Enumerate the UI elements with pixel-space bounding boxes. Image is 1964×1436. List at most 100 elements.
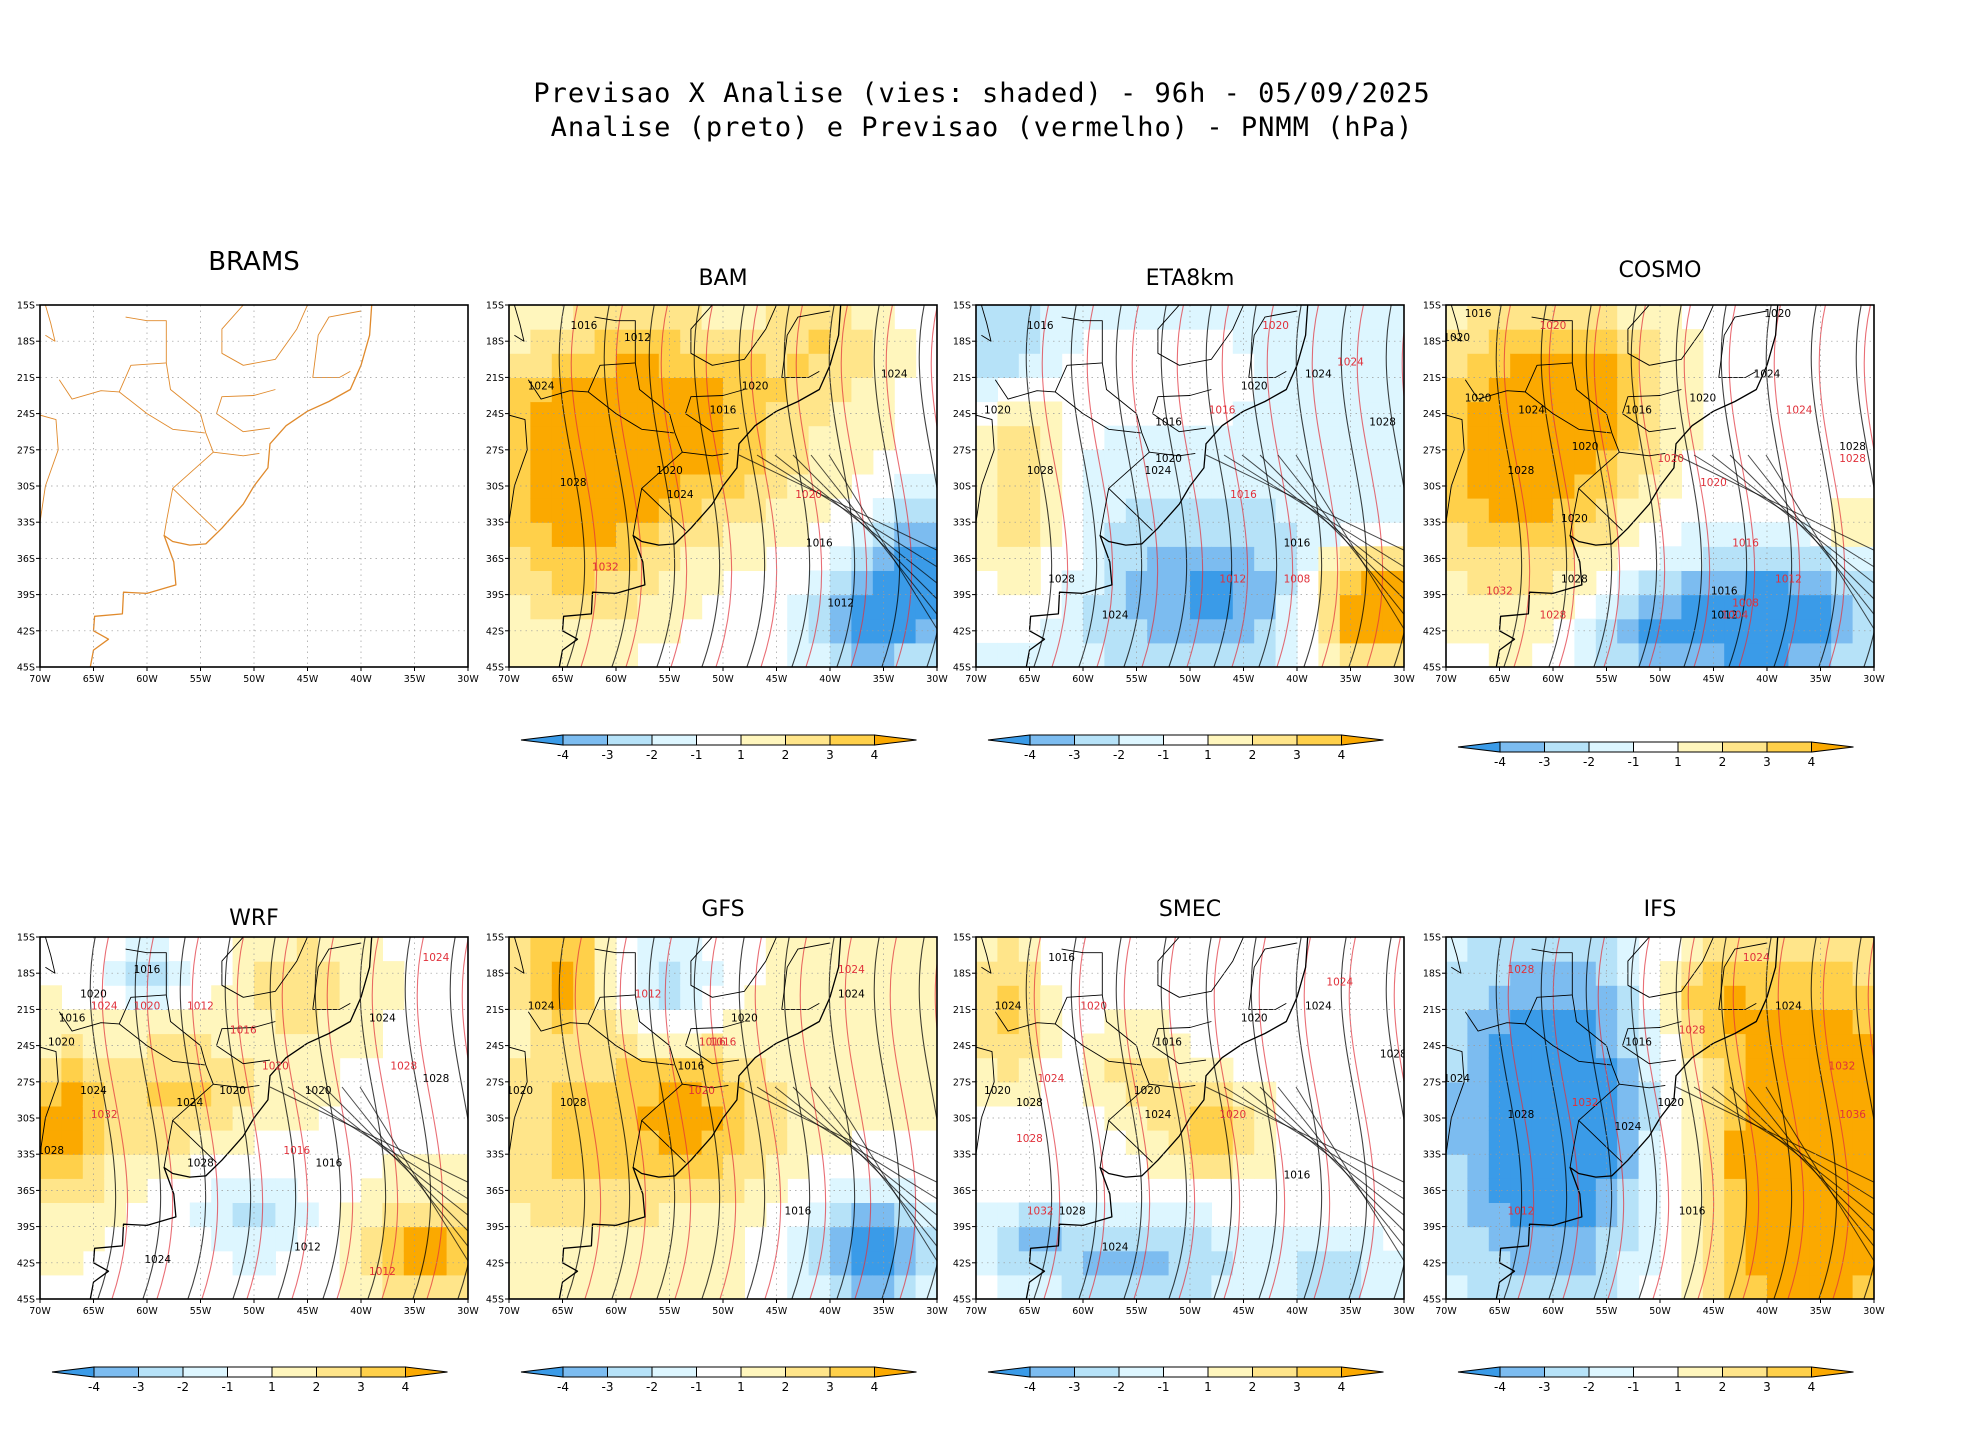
bias-cell (894, 1274, 917, 1299)
bias-cell (1745, 570, 1768, 596)
bias-cell (61, 1178, 84, 1203)
forecast-isobar (619, 937, 647, 1299)
analysis-contour-label: 1012 (827, 598, 854, 610)
bias-cell (1617, 1009, 1640, 1035)
analysis-contour-label: 1020 (1657, 1097, 1684, 1109)
forecast-isobar (754, 937, 782, 1299)
bias-cell (1382, 498, 1404, 523)
bias-cell (1446, 1154, 1468, 1179)
bias-cell (594, 961, 617, 986)
bias-cell (530, 473, 553, 499)
analysis-contour-label: 1020 (305, 1085, 332, 1097)
country-border (1531, 316, 1623, 531)
country-border (1099, 1120, 1110, 1168)
colorbar-segment (1499, 1366, 1545, 1378)
bias-cell (61, 1250, 84, 1276)
bias-cell (275, 1081, 298, 1107)
bias-cell (573, 961, 596, 986)
bias-cell (723, 1250, 745, 1276)
forecast-isobar (1123, 937, 1151, 1299)
bias-cell (1767, 1202, 1789, 1228)
bias-cell (1467, 1009, 1490, 1035)
bias-cell (189, 1009, 212, 1035)
y-tick-label: 33S (17, 518, 35, 529)
bias-cell (1168, 522, 1191, 547)
bias-cell (147, 937, 169, 962)
y-tick-label: 24S (17, 1041, 35, 1052)
bias-cell (1702, 1274, 1725, 1299)
y-tick-label: 33S (486, 1150, 504, 1161)
bias-cell (830, 570, 852, 596)
bias-cell (594, 1081, 617, 1107)
forecast-contour-label: 1016 (283, 1145, 310, 1157)
bias-cell (1574, 618, 1597, 644)
bias-cell (1446, 449, 1468, 475)
y-tick-label: 39S (1423, 590, 1441, 601)
bias-cell (1361, 1274, 1384, 1299)
colorbar-max-arrow (874, 1366, 917, 1378)
bias-cell (1681, 546, 1704, 571)
bias-cell (594, 594, 617, 620)
colorbar-label: -2 (646, 1380, 658, 1394)
bias-cell (787, 1226, 810, 1252)
y-tick-label: 42S (17, 1258, 35, 1269)
colorbar-label: -3 (1069, 748, 1081, 762)
bias-cell (616, 1105, 638, 1131)
bias-cell (637, 1250, 660, 1276)
x-tick-label: 35W (1340, 1306, 1362, 1317)
forecast-isobar (1552, 937, 1580, 1299)
bias-cell (318, 1009, 341, 1035)
bias-cell (1467, 377, 1490, 403)
bias-cell (361, 1178, 383, 1203)
forecast-isobar (326, 937, 354, 1299)
bias-cell (765, 401, 788, 427)
colorbar-label: 4 (1808, 755, 1816, 769)
bias-cell (872, 1274, 895, 1299)
bias-cell (1553, 1009, 1575, 1035)
bias-cell (616, 1057, 638, 1083)
y-tick-label: 18S (953, 969, 971, 980)
y-tick-label: 21S (17, 373, 35, 384)
bias-cell (1147, 1274, 1170, 1299)
bias-cell (1168, 642, 1191, 667)
analysis-contour-label: 1016 (1625, 1037, 1652, 1049)
forecast-isobar (844, 937, 872, 1299)
bias-cell (232, 1057, 255, 1083)
analysis-isobar (1070, 937, 1098, 1299)
bias-cell (830, 985, 852, 1010)
isobars (558, 937, 937, 1299)
colorbar-label: 2 (313, 1380, 321, 1394)
bias-cell (1638, 377, 1661, 403)
bias-cell (551, 498, 574, 523)
bias-cell (765, 1154, 788, 1179)
analysis-contour-label: 1020 (219, 1085, 246, 1097)
bias-cell (1809, 1081, 1832, 1107)
colorbar-label: -1 (1628, 1380, 1640, 1394)
bias-cell (616, 522, 638, 547)
y-tick-label: 24S (1423, 1041, 1441, 1052)
bias-cell (168, 1057, 191, 1083)
bias-cell (723, 353, 745, 378)
forecast-contour-label: 1004 (1722, 610, 1749, 622)
bias-cell (1147, 498, 1170, 523)
bias-cell (1510, 353, 1533, 378)
colorbar-segment (1074, 1366, 1120, 1378)
bias-cell (1681, 1178, 1704, 1203)
x-tick-label: 40W (1286, 674, 1308, 685)
forecast-contour-label: 1036 (1839, 1109, 1866, 1121)
analysis-contour-label: 1016 (571, 320, 598, 332)
country-border (44, 305, 56, 342)
bias-cell (1852, 1009, 1874, 1035)
bias-cell (1809, 1226, 1832, 1252)
bias-cell (616, 618, 638, 644)
y-tick-label: 36S (486, 1186, 504, 1197)
bias-cell (1083, 473, 1105, 499)
coastline-east (89, 937, 373, 1299)
country-border (312, 942, 362, 1010)
y-tick-label: 39S (486, 1222, 504, 1233)
bias-cell (1446, 1202, 1468, 1228)
bias-cell (1040, 985, 1063, 1010)
bias-cell (1190, 1105, 1212, 1131)
bias-cell (1488, 1154, 1511, 1179)
bias-cell (1446, 1226, 1468, 1252)
